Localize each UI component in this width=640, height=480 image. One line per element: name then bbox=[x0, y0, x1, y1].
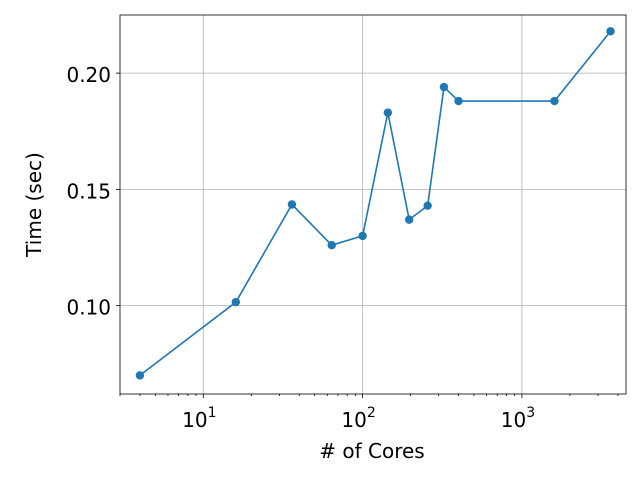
y-tick-label: 0.15 bbox=[66, 179, 111, 203]
data-point bbox=[550, 96, 559, 106]
y-tick-label: 0.20 bbox=[66, 63, 111, 87]
data-point bbox=[423, 201, 432, 210]
data-point bbox=[287, 200, 297, 209]
data-point bbox=[383, 108, 393, 117]
x-tick-label: 102 bbox=[341, 405, 375, 432]
y-axis-label: Time (sec) bbox=[22, 152, 46, 258]
plot-frame bbox=[119, 14, 627, 395]
series-layer bbox=[135, 27, 615, 380]
data-point bbox=[404, 215, 414, 224]
x-tick-label: 101 bbox=[182, 405, 216, 432]
y-tick-label: 0.10 bbox=[66, 296, 111, 320]
data-point bbox=[606, 27, 615, 36]
axes-layer: 101 102 103 0.10 0.15 0.20 bbox=[66, 14, 627, 432]
x-tick-label: 103 bbox=[501, 405, 535, 432]
data-point bbox=[454, 96, 463, 106]
data-point bbox=[439, 82, 449, 92]
x-axis-label: # of Cores bbox=[319, 439, 424, 463]
series-line bbox=[139, 30, 612, 377]
data-point bbox=[231, 297, 241, 307]
grid-layer bbox=[120, 15, 626, 394]
data-point bbox=[358, 231, 367, 241]
data-point bbox=[135, 371, 145, 380]
data-point bbox=[327, 240, 336, 250]
